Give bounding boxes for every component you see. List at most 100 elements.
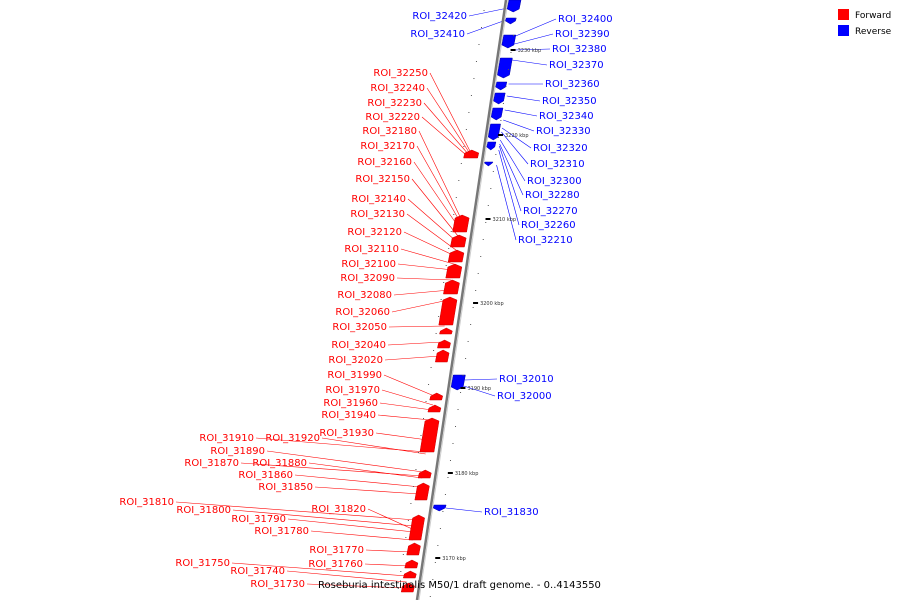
gene-label[interactable]: ROI_32350 bbox=[542, 96, 597, 107]
gene-label[interactable]: ROI_32360 bbox=[545, 79, 600, 90]
gene-label[interactable]: ROI_32110 bbox=[344, 244, 399, 255]
forward-gene[interactable] bbox=[452, 214, 470, 233]
gene-label[interactable]: ROI_32160 bbox=[357, 157, 412, 168]
reverse-gene[interactable] bbox=[505, 17, 517, 25]
gene-label[interactable]: ROI_32250 bbox=[373, 68, 428, 79]
gene-label[interactable]: ROI_31940 bbox=[321, 410, 376, 421]
gene-label[interactable]: ROI_32130 bbox=[350, 209, 405, 220]
leader-line bbox=[406, 213, 457, 251]
forward-gene[interactable] bbox=[419, 417, 440, 453]
gene-label[interactable]: ROI_32240 bbox=[370, 83, 425, 94]
gene-label[interactable]: ROI_32320 bbox=[533, 143, 588, 154]
genome-backbone bbox=[415, 0, 509, 600]
tick-label: 3210 kbp bbox=[493, 217, 517, 223]
gene-label[interactable]: ROI_32270 bbox=[523, 206, 578, 217]
gene-label[interactable]: ROI_32050 bbox=[332, 322, 387, 333]
gene-label[interactable]: ROI_31730 bbox=[250, 579, 305, 590]
reverse-gene[interactable] bbox=[501, 34, 517, 49]
gene-label[interactable]: ROI_31770 bbox=[309, 545, 364, 556]
minor-tick bbox=[495, 154, 497, 155]
gene-label[interactable]: ROI_32280 bbox=[525, 190, 580, 201]
reverse-gene[interactable] bbox=[484, 161, 494, 167]
gene-label[interactable]: ROI_32150 bbox=[355, 174, 410, 185]
gene-label[interactable]: ROI_31990 bbox=[327, 370, 382, 381]
gene-label[interactable]: ROI_31820 bbox=[311, 504, 366, 515]
gene-label[interactable]: ROI_32140 bbox=[351, 194, 406, 205]
gene-label[interactable]: ROI_31740 bbox=[230, 566, 285, 577]
gene-label[interactable]: ROI_31810 bbox=[119, 497, 174, 508]
reverse-gene[interactable] bbox=[493, 92, 506, 105]
gene-label[interactable]: ROI_31910 bbox=[199, 433, 254, 444]
gene-label[interactable]: ROI_31960 bbox=[323, 398, 378, 409]
reverse-gene[interactable] bbox=[506, 0, 522, 13]
gene-label[interactable]: ROI_32420 bbox=[412, 11, 467, 22]
gene-label[interactable]: ROI_31890 bbox=[210, 446, 265, 457]
gene-label[interactable]: ROI_31780 bbox=[254, 526, 309, 537]
gene-label[interactable]: ROI_32180 bbox=[362, 126, 417, 137]
gene-label[interactable]: ROI_32220 bbox=[365, 112, 420, 123]
gene-label[interactable]: ROI_32210 bbox=[518, 235, 573, 246]
reverse-gene[interactable] bbox=[490, 107, 504, 121]
forward-gene[interactable] bbox=[402, 570, 417, 579]
gene-label[interactable]: ROI_31880 bbox=[252, 458, 307, 469]
forward-gene[interactable] bbox=[435, 349, 450, 363]
gene-label[interactable]: ROI_32260 bbox=[521, 220, 576, 231]
forward-gene[interactable] bbox=[447, 249, 465, 263]
gene-label[interactable]: ROI_32000 bbox=[497, 391, 552, 402]
reverse-gene[interactable] bbox=[432, 504, 447, 512]
gene-label[interactable]: ROI_31920 bbox=[265, 433, 320, 444]
gene-label[interactable]: ROI_32020 bbox=[328, 355, 383, 366]
forward-gene[interactable] bbox=[438, 296, 458, 326]
minor-tick bbox=[483, 10, 485, 11]
forward-gene[interactable] bbox=[400, 582, 415, 593]
gene-label[interactable]: ROI_32310 bbox=[530, 159, 585, 170]
tick-mark bbox=[435, 557, 441, 559]
forward-gene[interactable] bbox=[404, 559, 419, 569]
gene-label[interactable]: ROI_32080 bbox=[337, 290, 392, 301]
gene-label[interactable]: ROI_31850 bbox=[258, 482, 313, 493]
gene-label[interactable]: ROI_32400 bbox=[558, 14, 613, 25]
forward-gene[interactable] bbox=[450, 234, 467, 248]
forward-gene[interactable] bbox=[443, 279, 460, 295]
reverse-gene[interactable] bbox=[497, 57, 513, 79]
gene-label[interactable]: ROI_32370 bbox=[549, 60, 604, 71]
gene-label[interactable]: ROI_31800 bbox=[176, 505, 231, 516]
gene-label[interactable]: ROI_32060 bbox=[335, 307, 390, 318]
forward-gene[interactable] bbox=[417, 469, 432, 479]
gene-label[interactable]: ROI_32010 bbox=[499, 374, 554, 385]
forward-gene[interactable] bbox=[429, 392, 444, 401]
gene-label[interactable]: ROI_32340 bbox=[539, 111, 594, 122]
reverse-gene[interactable] bbox=[495, 81, 508, 91]
gene-label[interactable]: ROI_31790 bbox=[231, 514, 286, 525]
gene-label[interactable]: ROI_32230 bbox=[367, 98, 422, 109]
forward-gene[interactable] bbox=[408, 514, 425, 541]
gene-label[interactable]: ROI_31930 bbox=[319, 428, 374, 439]
gene-label[interactable]: ROI_32090 bbox=[340, 273, 395, 284]
tick-label: 3180 kbp bbox=[455, 471, 479, 477]
forward-gene[interactable] bbox=[463, 149, 480, 159]
forward-gene[interactable] bbox=[445, 263, 463, 279]
gene-label[interactable]: ROI_32390 bbox=[555, 29, 610, 40]
gene-label[interactable]: ROI_32300 bbox=[527, 176, 582, 187]
gene-label[interactable]: ROI_31970 bbox=[325, 385, 380, 396]
reverse-gene[interactable] bbox=[487, 123, 501, 141]
gene-label[interactable]: ROI_32120 bbox=[347, 227, 402, 238]
gene-label[interactable]: ROI_31830 bbox=[484, 507, 539, 518]
gene-label[interactable]: ROI_32100 bbox=[341, 259, 396, 270]
gene-label[interactable]: ROI_32410 bbox=[410, 29, 465, 40]
gene-label[interactable]: ROI_32330 bbox=[536, 126, 591, 137]
gene-label[interactable]: ROI_31750 bbox=[175, 558, 230, 569]
gene-label[interactable]: ROI_31870 bbox=[184, 458, 239, 469]
reverse-gene[interactable] bbox=[486, 141, 497, 151]
gene-label[interactable]: ROI_32170 bbox=[360, 141, 415, 152]
gene-label[interactable]: ROI_32040 bbox=[331, 340, 386, 351]
forward-gene[interactable] bbox=[414, 482, 430, 501]
forward-gene[interactable] bbox=[439, 327, 453, 335]
gene-label[interactable]: ROI_32380 bbox=[552, 44, 607, 55]
forward-gene[interactable] bbox=[437, 339, 451, 349]
forward-gene[interactable] bbox=[406, 542, 421, 556]
gene-label[interactable]: ROI_31860 bbox=[238, 470, 293, 481]
forward-gene[interactable] bbox=[427, 404, 442, 413]
gene-label[interactable]: ROI_31760 bbox=[308, 559, 363, 570]
tick-mark bbox=[510, 49, 516, 51]
